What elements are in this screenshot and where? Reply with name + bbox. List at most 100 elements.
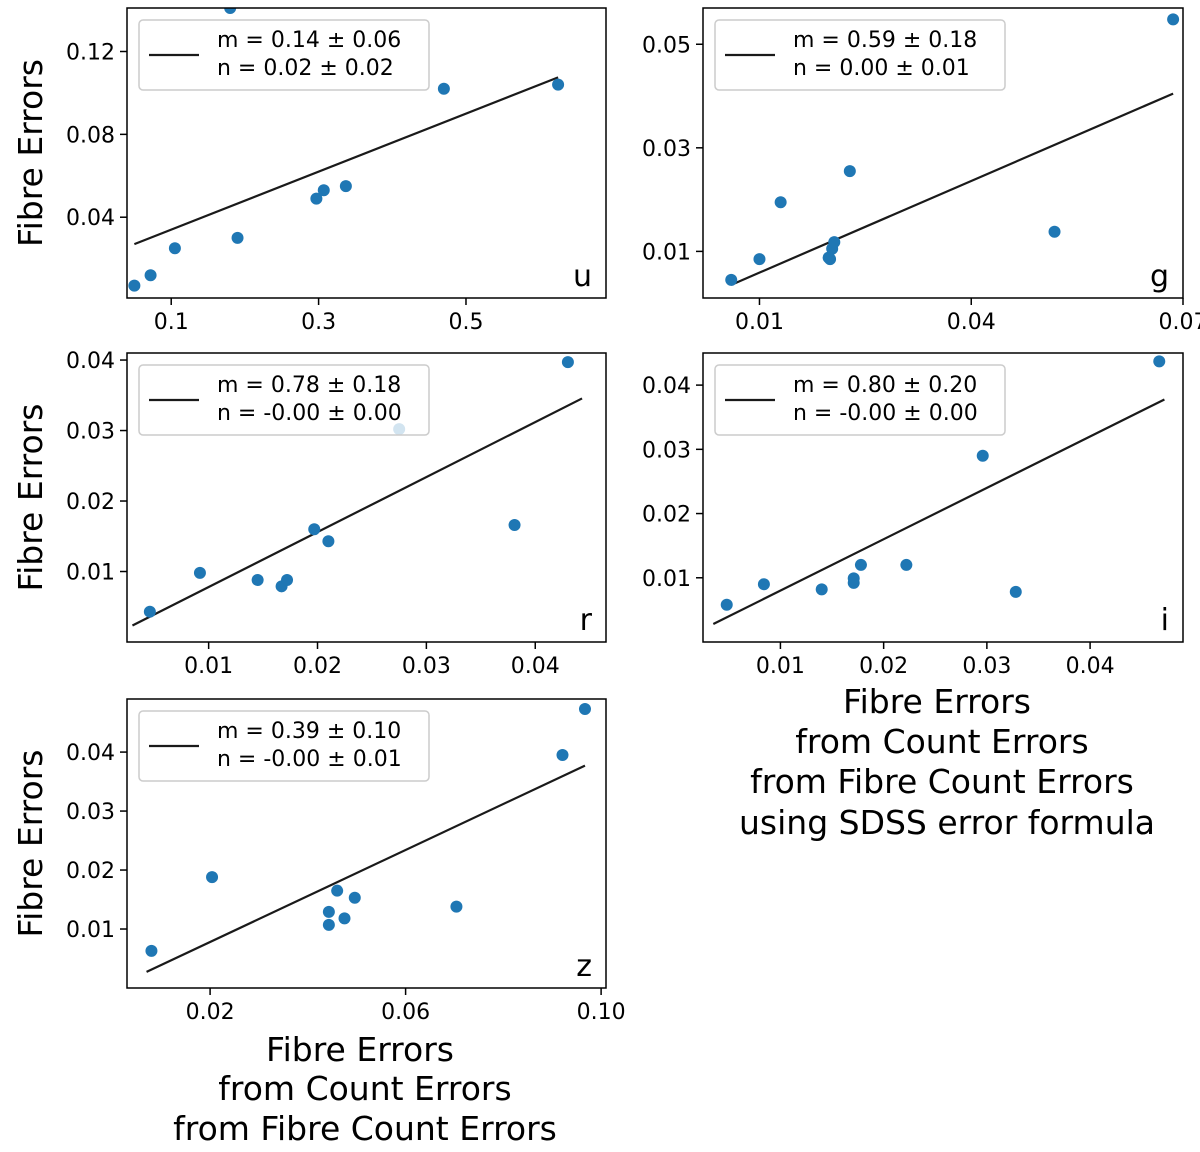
axes-frame — [126, 7, 607, 299]
legend-label: n = -0.00 ± 0.00 — [793, 401, 978, 426]
legend-box — [714, 19, 1006, 91]
fit-line — [730, 92, 1174, 286]
x-axis-title-right-line4: using SDSS error formula — [739, 803, 1155, 842]
x-tick-label: 0.5 — [448, 310, 483, 335]
x-axis-title-right-line3: from Fibre Count Errors — [750, 762, 1134, 801]
data-point-z-7 — [450, 900, 463, 913]
data-point-u-9 — [224, 8, 237, 14]
data-point-r-5 — [308, 523, 321, 536]
y-tick-label: 0.03 — [66, 420, 115, 445]
y-tick-label: 0.04 — [66, 741, 115, 766]
x-axis-title-right-line2: from Count Errors — [795, 722, 1088, 761]
x-tick-label: 0.03 — [402, 654, 451, 679]
y-tick-label: 0.01 — [642, 567, 691, 592]
data-point-u-0 — [128, 279, 141, 292]
x-tick-label: 0.01 — [184, 654, 233, 679]
y-axis-title: Fibre Errors — [11, 59, 50, 247]
legend-label: m = 0.59 ± 0.18 — [793, 28, 977, 53]
y-tick-label: 0.03 — [642, 137, 691, 162]
data-point-z-4 — [331, 884, 344, 897]
x-axis-title-left-line1: Fibre Errors — [266, 1030, 454, 1069]
y-tick-label: 0.05 — [642, 33, 691, 58]
data-point-i-9 — [1153, 355, 1166, 368]
data-point-i-4 — [847, 572, 860, 585]
legend-box — [138, 19, 430, 91]
plot-area-r — [131, 356, 583, 627]
data-point-i-1 — [757, 578, 770, 591]
y-tick-label: 0.12 — [66, 41, 115, 66]
panel-letter-i: i — [1161, 603, 1169, 638]
x-axis-title-left-line3: from Fibre Count Errors — [173, 1109, 557, 1148]
y-tick-label: 0.02 — [642, 503, 691, 528]
data-point-g-4 — [824, 253, 837, 266]
legend-label: m = 0.80 ± 0.20 — [793, 373, 977, 398]
legend-box — [138, 710, 430, 782]
data-point-r-6 — [322, 535, 335, 548]
plot-area-g — [725, 13, 1180, 286]
data-point-g-6 — [828, 236, 841, 249]
panel-r: m = 0.78 ± 0.18 n = -0.00 ± 0.00 0.01 0.02 0… — [11, 349, 607, 679]
data-point-g-1 — [753, 253, 766, 266]
x-tick-label: 0.04 — [511, 654, 560, 679]
axes-frame — [126, 352, 607, 643]
data-point-g-2 — [774, 196, 787, 209]
x-tick-label: 0.02 — [859, 654, 908, 679]
y-tick-label: 0.02 — [66, 859, 115, 884]
x-axis-title-left-line2: from Count Errors — [218, 1069, 511, 1108]
y-tick-label: 0.01 — [66, 918, 115, 943]
x-tick-label: 0.02 — [186, 1000, 235, 1025]
data-point-z-0 — [145, 944, 158, 957]
data-point-r-9 — [561, 356, 574, 369]
panel-u: m = 0.14 ± 0.06 n = 0.02 ± 0.02 0.1 0.3 0.5 0… — [11, 7, 607, 335]
data-point-g-9 — [1167, 13, 1180, 26]
axes-frame — [702, 352, 1184, 643]
x-tick-label: 0.06 — [381, 1000, 430, 1025]
panel-letter-u: u — [573, 259, 592, 294]
fit-line — [146, 764, 586, 973]
plot-area-z — [145, 703, 591, 973]
legend-label: m = 0.39 ± 0.10 — [217, 719, 401, 744]
y-tick-label: 0.08 — [66, 123, 115, 148]
data-point-z-2 — [322, 918, 335, 931]
y-tick-label: 0.01 — [642, 240, 691, 265]
panel-z: m = 0.39 ± 0.10 n = -0.00 ± 0.01 0.02 0.06 0… — [11, 698, 626, 1025]
panel-letter-g: g — [1150, 259, 1169, 294]
data-point-u-2 — [168, 242, 181, 255]
data-point-z-5 — [338, 912, 351, 925]
axes-frame — [126, 698, 607, 989]
fit-line — [131, 397, 583, 627]
data-point-r-4 — [281, 573, 294, 586]
x-tick-label: 0.10 — [577, 1000, 626, 1025]
x-tick-label: 0.1 — [154, 310, 189, 335]
data-point-i-6 — [900, 558, 913, 571]
data-point-u-1 — [144, 269, 157, 282]
data-point-u-8 — [552, 78, 565, 91]
x-tick-label: 0.04 — [1066, 654, 1115, 679]
legend-label: n = 0.00 ± 0.01 — [793, 56, 970, 81]
data-point-u-5 — [317, 184, 330, 197]
panel-g: m = 0.59 ± 0.18 n = 0.00 ± 0.01 0.01 0.04 0.… — [642, 7, 1200, 335]
data-point-u-7 — [437, 82, 450, 95]
y-axis-title: Fibre Errors — [11, 750, 50, 938]
legend-box — [714, 364, 1006, 436]
y-tick-label: 0.03 — [642, 438, 691, 463]
data-point-r-0 — [143, 605, 156, 618]
y-tick-label: 0.04 — [66, 206, 115, 231]
data-point-g-0 — [725, 273, 738, 286]
data-point-i-5 — [854, 558, 867, 571]
y-tick-label: 0.03 — [66, 800, 115, 825]
x-tick-label: 0.01 — [735, 310, 784, 335]
data-point-g-8 — [1048, 225, 1061, 238]
legend-label: m = 0.78 ± 0.18 — [217, 373, 401, 398]
data-point-r-1 — [193, 566, 206, 579]
data-point-r-2 — [251, 573, 264, 586]
panel-letter-z: z — [576, 949, 592, 984]
legend-label: n = -0.00 ± 0.00 — [217, 401, 402, 426]
axes-frame — [702, 7, 1184, 299]
x-tick-label: 0.01 — [756, 654, 805, 679]
y-tick-label: 0.01 — [66, 561, 115, 586]
x-axis-title-right-line1: Fibre Errors — [843, 682, 1031, 721]
data-point-i-2 — [815, 583, 828, 596]
data-point-u-3 — [231, 231, 244, 244]
